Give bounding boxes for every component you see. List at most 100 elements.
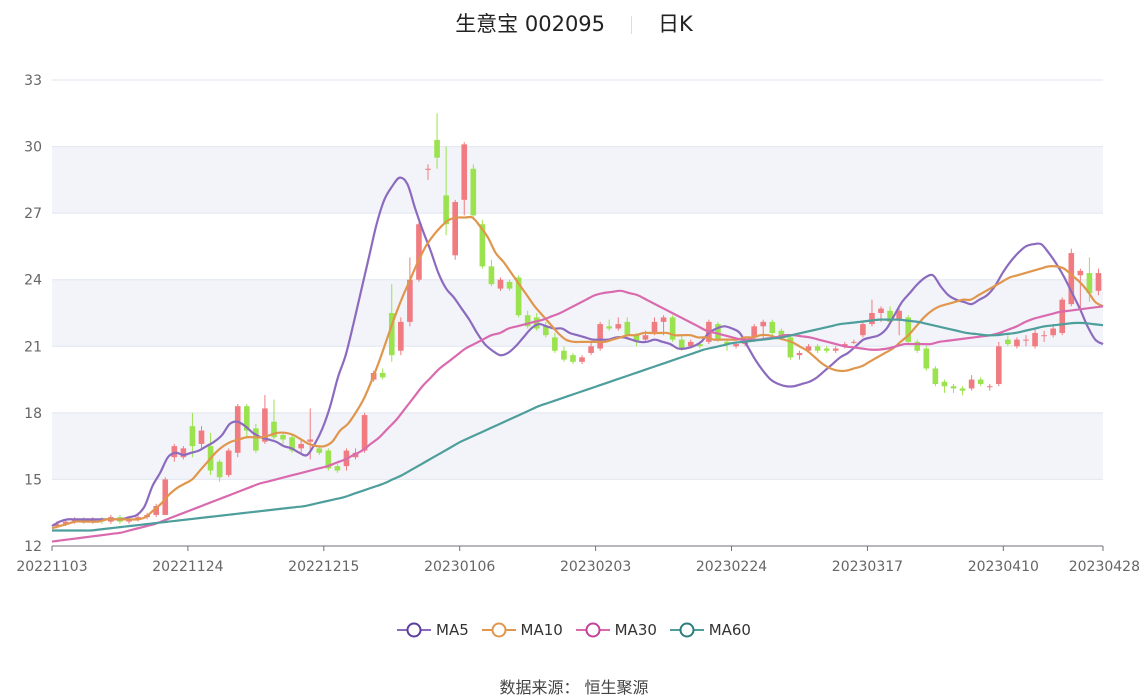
candle: [198, 426, 205, 449]
candle-body: [851, 341, 857, 343]
ma-line-ma10: [51, 215, 1104, 530]
candle-body: [271, 421, 277, 438]
candle-body: [1077, 270, 1084, 276]
candle-body: [570, 355, 576, 362]
candle-body: [243, 406, 250, 431]
candle: [570, 352, 576, 365]
candle-body: [325, 450, 332, 469]
candle-body: [53, 523, 60, 527]
x-axis: 20221103 20221124 20221215 20230106 20230203…: [16, 545, 1140, 575]
candle: [624, 317, 631, 338]
candle-body: [651, 321, 658, 333]
candle-body: [524, 315, 531, 327]
candle: [1095, 268, 1102, 296]
legend-item-ma5[interactable]: MA5: [397, 621, 469, 639]
candle-body: [80, 519, 87, 522]
x-tick-label: 20221124: [152, 559, 223, 575]
candle: [524, 310, 531, 329]
x-tick-label: 20230203: [560, 559, 631, 575]
candle: [434, 113, 440, 169]
kline-chart: 12 15 18 21 24 27 30 33 20221103 20221124 2022121…: [16, 73, 1140, 575]
ma-line-ma5: [51, 176, 1104, 527]
background-bands: [52, 146, 1103, 480]
candle-body: [932, 368, 939, 385]
candle: [180, 446, 187, 460]
legend-marker-ma60-icon: [669, 622, 704, 638]
candle: [280, 432, 286, 444]
legend-item-ma30[interactable]: MA30: [575, 621, 657, 639]
candle: [1023, 335, 1029, 347]
candle: [1032, 328, 1038, 349]
candle: [796, 350, 803, 360]
candle-body: [153, 506, 160, 515]
candle-body: [624, 321, 631, 336]
candle-body: [216, 461, 223, 478]
y-axis: 12 15 18 21 24 27 30 33: [24, 73, 42, 555]
candle-body: [253, 428, 259, 451]
candle-body: [905, 317, 912, 342]
candle: [298, 439, 304, 456]
candle-body: [552, 337, 558, 351]
candles: [53, 113, 1102, 529]
candle-body: [896, 310, 902, 320]
candle-body: [497, 279, 504, 289]
candle-body: [262, 408, 268, 442]
candle-body: [986, 386, 993, 388]
candle-body: [678, 339, 685, 349]
candle-body: [823, 348, 830, 351]
candle: [497, 277, 504, 291]
candle-body: [1023, 339, 1029, 341]
y-tick-label: 15: [24, 472, 42, 488]
candle-body: [995, 346, 1002, 385]
candle: [606, 319, 613, 331]
candle-body: [334, 466, 341, 471]
candle-body: [1014, 339, 1020, 347]
candle-body: [642, 335, 649, 340]
background-band: [52, 146, 1103, 214]
candle-body: [914, 341, 921, 351]
candle: [452, 199, 458, 260]
y-tick-label: 12: [24, 539, 42, 555]
legend-item-ma10[interactable]: MA10: [481, 621, 563, 639]
candle-body: [126, 519, 132, 522]
candle: [407, 257, 413, 327]
candle: [1041, 330, 1047, 342]
legend-label-ma10: MA10: [520, 621, 563, 639]
candle-body: [733, 344, 739, 347]
candle-body: [968, 379, 975, 389]
candle-body: [1005, 339, 1011, 345]
candle-body: [923, 348, 930, 369]
y-tick-label: 18: [24, 406, 42, 422]
y-tick-label: 21: [24, 339, 42, 355]
candle: [379, 368, 386, 380]
candle: [153, 503, 160, 518]
x-tick-label: 20230428: [1069, 559, 1140, 575]
candle: [832, 346, 839, 353]
legend-item-ma60[interactable]: MA60: [669, 621, 751, 639]
candle-body: [416, 224, 422, 280]
candle-body: [1041, 335, 1047, 337]
candle: [995, 341, 1002, 387]
legend-marker-ma10-icon: [481, 622, 516, 638]
candle: [715, 321, 721, 342]
candle: [398, 317, 404, 356]
candle-body: [860, 324, 866, 336]
candle-body: [89, 519, 96, 522]
legend-marker-ma30-icon: [575, 622, 610, 638]
candle-body: [715, 324, 721, 340]
candle-body: [814, 346, 821, 351]
candle-body: [71, 519, 78, 522]
candle-body: [561, 350, 567, 360]
candle-body: [533, 317, 540, 329]
candle: [561, 346, 567, 362]
candle-body: [515, 277, 522, 316]
y-tick-label: 24: [24, 273, 42, 289]
candle-body: [941, 381, 948, 387]
candle-body: [1050, 328, 1056, 336]
candle-body: [633, 335, 640, 342]
candle: [769, 319, 776, 336]
candle-body: [280, 435, 286, 440]
candle: [579, 355, 585, 365]
candle-body: [379, 372, 386, 378]
candle-body: [878, 308, 884, 313]
